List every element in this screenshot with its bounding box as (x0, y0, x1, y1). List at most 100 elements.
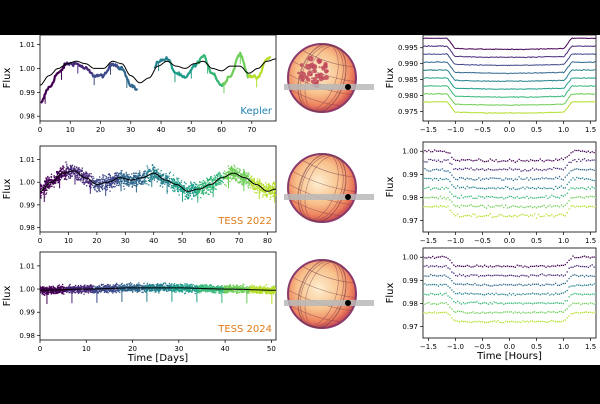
tess2022-data-point (131, 180, 132, 181)
tess2022-data-point (72, 172, 73, 173)
tess2022-data-point (185, 188, 186, 189)
tess2022-ytick-label: 0.99 (19, 201, 35, 209)
kepler-ytick-label: 1.01 (19, 41, 35, 49)
tess2024-data-point (186, 283, 187, 284)
tess2024-ytick-label: 0.98 (19, 332, 35, 340)
tess2022-data-point (119, 183, 120, 184)
tess2022-data-point (157, 172, 158, 173)
tess2022-data-point (219, 172, 220, 173)
tess2022-data-point (79, 177, 80, 178)
tess2022-data-point (109, 177, 110, 178)
tess2022-data-point (80, 179, 81, 180)
tess2022-data-point (168, 186, 169, 187)
tess2024-xtick-label: 30 (174, 345, 183, 353)
tess2022-data-point (173, 185, 174, 186)
tess2022-data-point (133, 176, 134, 177)
tess2024-data-point (104, 292, 105, 293)
tess2022-data-point (203, 192, 204, 193)
tess2024-data-point (226, 286, 227, 287)
tess2022-data-point (256, 186, 257, 187)
tess2022-data-point (219, 183, 220, 184)
tess2022-data-point (133, 182, 134, 183)
tess2024-data-point (91, 290, 92, 291)
tess2022-data-point (255, 192, 256, 193)
tess2022-data-point (92, 176, 93, 177)
tess2022-data-point (94, 187, 95, 188)
tess2022-data-point (263, 194, 264, 195)
tess2022-data-point (263, 185, 264, 186)
tess2022-data-point (45, 190, 46, 191)
tess2022-data-point (218, 173, 219, 174)
tess2024-data-point (170, 289, 171, 290)
tess2022-data-point (237, 176, 238, 177)
tess2024-data-point (57, 292, 58, 293)
tess2024-data-point (80, 285, 81, 286)
tess2022-data-point (163, 181, 164, 182)
tess2022-xtick-label: 80 (263, 237, 272, 245)
tess2022-data-point (135, 177, 136, 178)
tess2022-data-point (66, 165, 67, 166)
tess2024-data-point (56, 290, 57, 291)
tess2022-data-point (116, 185, 117, 186)
tess2024-data-point (99, 291, 100, 292)
tess2022-data-point (146, 183, 147, 184)
tess2022-data-point (83, 184, 84, 185)
tess2022-data-point (257, 188, 258, 189)
tess2022-data-point (243, 173, 244, 174)
tess2022-data-point (130, 182, 131, 183)
tess2022-data-point (243, 169, 244, 170)
tess2024-data-point (200, 285, 201, 286)
tess2022-data-point (168, 176, 169, 177)
tess2024-data-point (53, 288, 54, 289)
tess2022-data-point (185, 195, 186, 196)
tess2024-data-point (132, 292, 133, 293)
tess2022-data-point (237, 182, 238, 183)
tess2022-data-point (130, 183, 131, 184)
tess2022-data-point (272, 185, 273, 186)
tess2022-data-point (245, 174, 246, 175)
tess2022-data-point (120, 174, 121, 175)
tess2022-data-point (106, 176, 107, 177)
tess2024-data-point (235, 286, 236, 287)
tess2024-data-point (263, 286, 264, 287)
tess2024-data-point (68, 290, 69, 291)
tess2022-data-point (172, 190, 173, 191)
tess2022-data-point (175, 186, 176, 187)
tess2024-data-point (175, 289, 176, 290)
tess2024-data-point (268, 291, 269, 292)
tess2022-data-point (270, 199, 271, 200)
tess2022-data-point (70, 166, 71, 167)
tess2022-data-point (234, 165, 235, 166)
tess2022-data-point (66, 168, 67, 169)
tess2024-data-point (218, 292, 219, 293)
tess2022-data-point (180, 183, 181, 184)
tess2022-data-point (81, 173, 82, 174)
tess2024-data-point (253, 286, 254, 287)
tess2022-data-point (85, 182, 86, 183)
tess2024-data-point (86, 291, 87, 292)
tess2022-data-point (157, 181, 158, 182)
tess2022-data-point (40, 195, 41, 196)
tess2022-data-point (194, 182, 195, 183)
tess2022-data-point (258, 183, 259, 184)
tess2024-data-point (138, 291, 139, 292)
tess2022-data-point (48, 188, 49, 189)
tess2022-data-point (164, 184, 165, 185)
tess2024-data-point (211, 290, 212, 291)
tess2022-data-point (178, 178, 179, 179)
tess2022-data-point (226, 185, 227, 186)
tess2022-data-point (46, 182, 47, 183)
tess2022-data-point (92, 178, 93, 179)
tess2022-data-point (272, 187, 273, 188)
tess2022-data-point (51, 180, 52, 181)
tess2022-data-point (203, 185, 204, 186)
tess2022-data-point (254, 189, 255, 190)
tess2022-data-point (83, 173, 84, 174)
tess2022-data-point (270, 196, 271, 197)
tess2024-data-point (100, 287, 101, 288)
tess2022-data-point (231, 167, 232, 168)
tess2022-data-point (232, 174, 233, 175)
tess2022-data-point (143, 183, 144, 184)
tess2022-data-point (169, 173, 170, 174)
